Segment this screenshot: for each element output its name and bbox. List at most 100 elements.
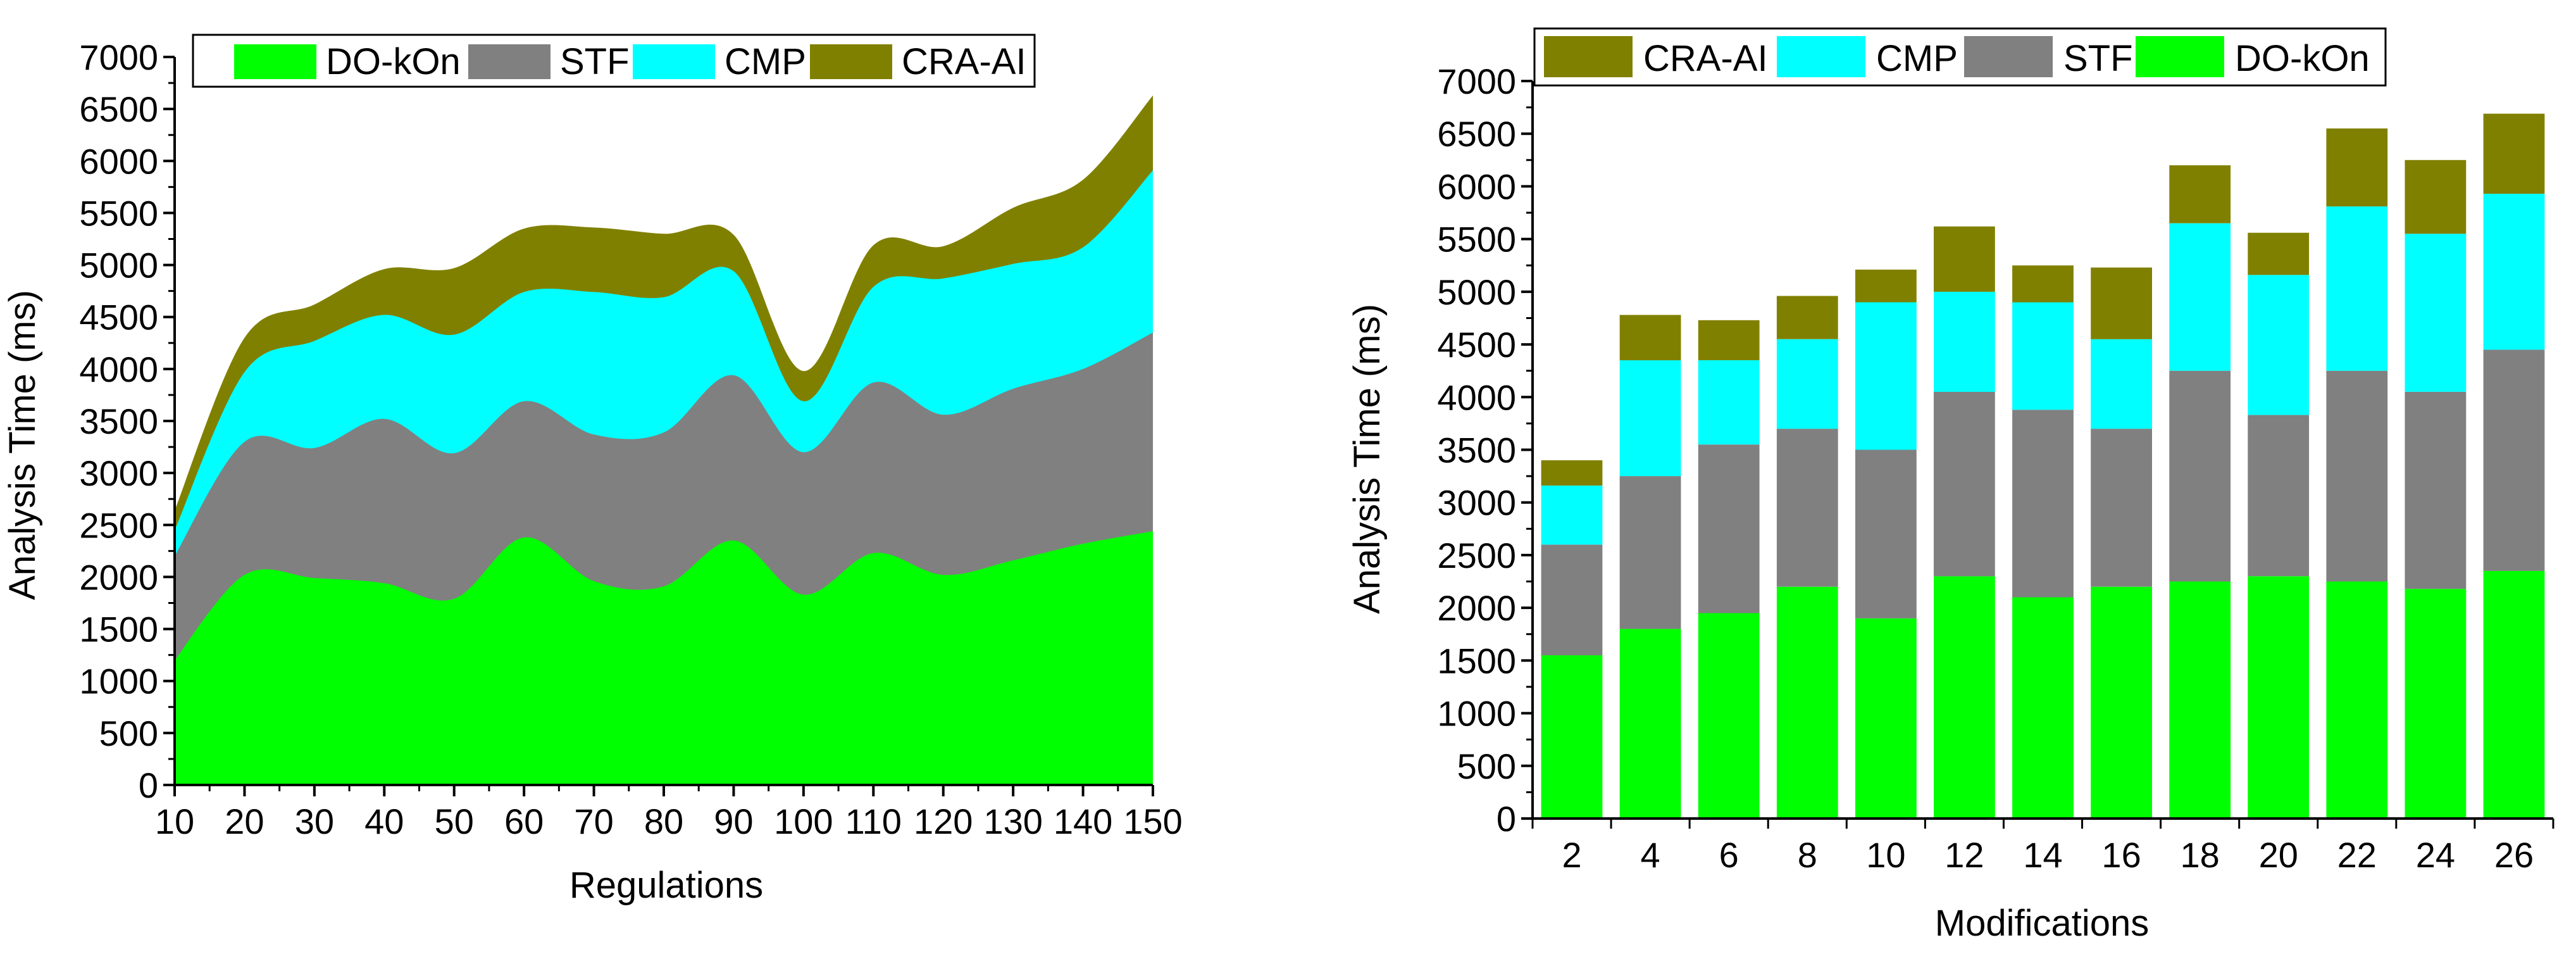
- area-chart-x-tick-label: 30: [295, 801, 334, 841]
- area-chart-y-tick-label: 2000: [79, 557, 158, 597]
- area-chart-y-tick-label: 2500: [79, 505, 158, 545]
- bar-cra-ai-22: [2326, 128, 2388, 207]
- area-chart-y-tick-label: 6500: [79, 89, 158, 129]
- bar-chart-y-tick-label: 0: [1496, 799, 1516, 839]
- bar-do-kon-20: [2248, 576, 2310, 819]
- bar-cra-ai-10: [1855, 269, 1917, 303]
- bar-chart-x-ticks: 2 4 6 8 10 12 14 16 18 20 22 24 26: [1531, 819, 2554, 875]
- bar-stf-20: [2248, 415, 2310, 577]
- bar-chart-y-ticks: 0 500 1000 1500 2000 2500 3000 3500 4000 4500 5000…: [1437, 61, 1533, 839]
- area-chart-y-tick-label: 4000: [79, 349, 158, 389]
- legend-swatch-cra-ai: [810, 44, 892, 79]
- bar-stf-16: [2091, 429, 2152, 587]
- area-chart-x-tick-label: 50: [435, 801, 474, 841]
- bar-chart-x-tick-label: 6: [1719, 835, 1739, 875]
- bar-chart-y-tick-label: 4000: [1437, 377, 1516, 417]
- bar-chart-y-tick-label: 4500: [1437, 325, 1516, 365]
- bar-stf-22: [2326, 370, 2388, 582]
- bar-do-kon-6: [1698, 613, 1760, 819]
- area-chart-x-tick-label: 20: [225, 801, 264, 841]
- bar-chart-y-tick-label: 1500: [1437, 641, 1516, 681]
- bar-chart-x-tick-label: 18: [2181, 835, 2220, 875]
- bar-cra-ai-2: [1541, 460, 1603, 486]
- bar-cmp-22: [2326, 206, 2388, 371]
- area-chart-y-tick-label: 0: [139, 765, 158, 805]
- area-chart-x-tick-label: 150: [1123, 801, 1182, 841]
- bar-cmp-18: [2169, 223, 2231, 371]
- area-chart-y-ticks: 0 500 1000 1500 2000 2500 3000 3500 4000 4500 5000…: [79, 37, 175, 805]
- bar-do-kon-24: [2405, 589, 2467, 819]
- legend-swatch-stf: [468, 44, 551, 79]
- legend-swatch-cra-ai: [1544, 36, 1633, 77]
- bar-chart-x-tick-label: 24: [2416, 835, 2455, 875]
- area-chart-y-tick-label: 3000: [79, 453, 158, 493]
- bar-cra-ai-14: [2012, 265, 2074, 303]
- area-chart-y-tick-label: 6000: [79, 141, 158, 181]
- bar-chart: 0 500 1000 1500 2000 2500 3000 3500 4000 4500 5000…: [1347, 27, 2554, 944]
- bar-stf-18: [2169, 370, 2231, 582]
- bar-chart-y-tick-label: 6500: [1437, 114, 1516, 154]
- bar-cra-ai-18: [2169, 165, 2231, 223]
- area-chart-y-tick-label: 5000: [79, 246, 158, 286]
- bar-cmp-20: [2248, 275, 2310, 415]
- legend-swatch-do-kon: [2136, 36, 2224, 77]
- bar-cra-ai-6: [1698, 320, 1760, 360]
- bar-stf-6: [1698, 444, 1760, 613]
- area-chart-y-tick-label: 500: [99, 713, 158, 753]
- area-chart-x-tick-label: 60: [504, 801, 544, 841]
- bar-do-kon-2: [1541, 655, 1603, 819]
- area-series-do-kon: [175, 531, 1153, 785]
- bar-chart-x-tick-label: 4: [1641, 835, 1660, 875]
- area-chart-y-tick-label: 4500: [79, 298, 158, 337]
- area-chart-y-axis-label: Analysis Time (ms): [2, 290, 43, 600]
- bar-do-kon-12: [1934, 576, 1995, 819]
- legend-label-cra-ai: CRA-AI: [902, 41, 1026, 82]
- legend-label-stf: STF: [560, 41, 630, 82]
- legend-label-do-kon: DO-kOn: [326, 41, 461, 82]
- bar-do-kon-8: [1776, 586, 1838, 819]
- bar-cmp-8: [1776, 339, 1838, 429]
- area-chart: 0 500 1000 1500 2000 2500 3000 3500 4000 4500 5000…: [2, 34, 1183, 906]
- bar-chart-y-tick-label: 1000: [1437, 694, 1516, 734]
- bar-stf-4: [1619, 476, 1681, 629]
- area-chart-y-tick-label: 1500: [79, 610, 158, 650]
- bar-chart-legend-frame: [1533, 27, 2387, 87]
- bar-chart-y-tick-label: 2000: [1437, 588, 1516, 628]
- area-chart-x-tick-label: 80: [644, 801, 683, 841]
- bar-stf-2: [1541, 544, 1603, 656]
- bar-do-kon-14: [2012, 597, 2074, 819]
- area-chart-x-tick-label: 40: [364, 801, 404, 841]
- bar-chart-y-tick-label: 5000: [1437, 272, 1516, 312]
- bar-chart-y-tick-label: 3500: [1437, 430, 1516, 470]
- bar-chart-legend: CRA-AI CMP STF DO-kOn: [1533, 27, 2387, 87]
- area-chart-x-tick-label: 70: [574, 801, 613, 841]
- area-chart-legend: DO-kOn STF CMP CRA-AI: [192, 34, 1036, 88]
- bar-stf-14: [2012, 410, 2074, 598]
- bar-do-kon-16: [2091, 586, 2152, 819]
- bar-stf-10: [1855, 449, 1917, 618]
- bar-do-kon-26: [2483, 570, 2545, 819]
- bar-cra-ai-12: [1934, 226, 1995, 292]
- bar-chart-y-axis-label: Analysis Time (ms): [1347, 304, 1388, 614]
- area-chart-x-tick-label: 120: [914, 801, 973, 841]
- bar-do-kon-4: [1619, 629, 1681, 819]
- bar-cmp-4: [1619, 360, 1681, 477]
- bar-chart-y-tick-label: 5500: [1437, 220, 1516, 260]
- bar-cmp-14: [2012, 302, 2074, 410]
- bar-chart-y-tick-label: 7000: [1437, 61, 1516, 101]
- area-chart-x-tick-label: 140: [1054, 801, 1112, 841]
- legend-swatch-stf: [1964, 36, 2053, 77]
- area-chart-x-axis-label: Regulations: [569, 865, 763, 906]
- area-series-group: [175, 95, 1153, 786]
- legend-label-stf: STF: [2063, 38, 2133, 79]
- bar-do-kon-10: [1855, 618, 1917, 819]
- area-chart-x-tick-label: 130: [983, 801, 1042, 841]
- bar-series-group: [1541, 113, 2545, 819]
- legend-swatch-cmp: [1777, 36, 1865, 77]
- area-chart-x-tick-label: 100: [774, 801, 833, 841]
- bar-chart-x-tick-label: 8: [1798, 835, 1817, 875]
- bar-chart-x-tick-label: 20: [2259, 835, 2298, 875]
- bar-cra-ai-26: [2483, 113, 2545, 194]
- bar-chart-x-tick-label: 10: [1866, 835, 1905, 875]
